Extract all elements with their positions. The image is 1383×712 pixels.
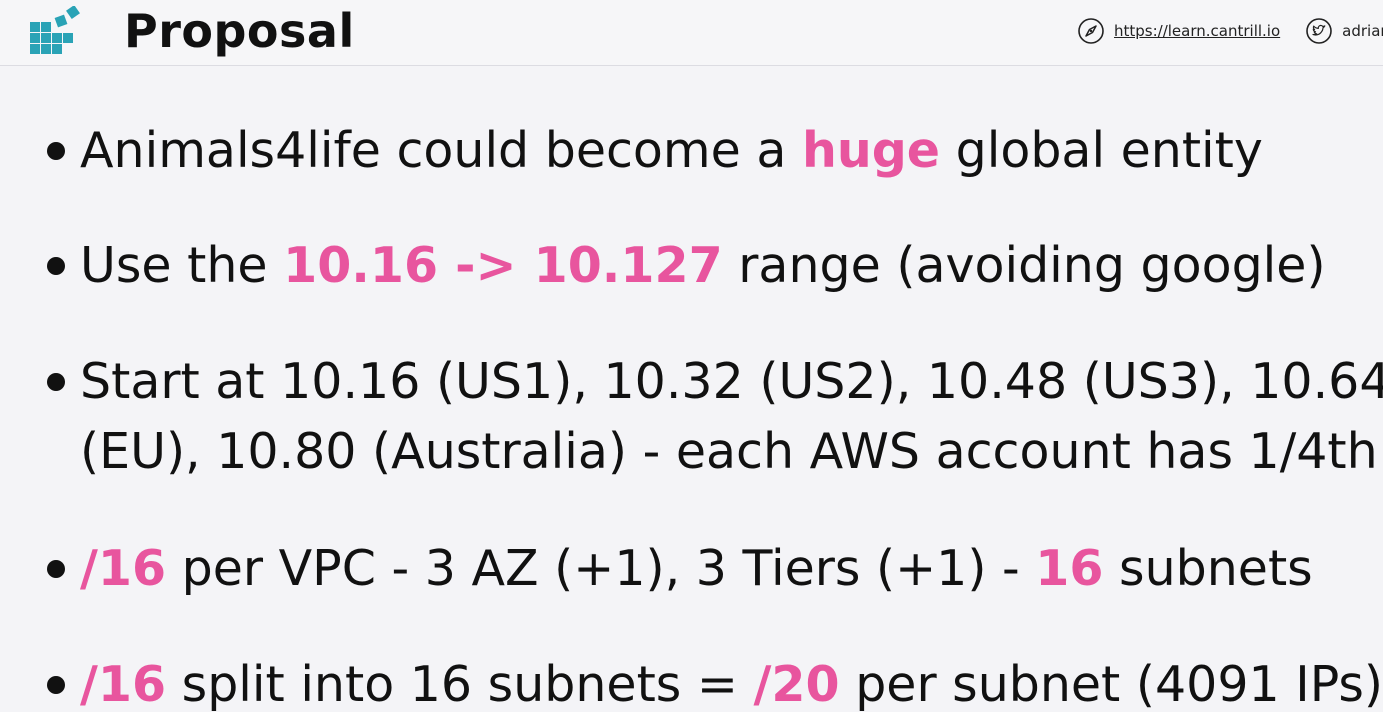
highlight-text: 10.16 -> 10.127 [283, 237, 723, 294]
bullet-text: /16 split into 16 subnets = /20 per subn… [80, 650, 1383, 712]
bullet-item: Start at 10.16 (US1), 10.32 (US2), 10.48… [0, 347, 1383, 487]
bullet-text: Use the 10.16 -> 10.127 range (avoiding … [80, 231, 1326, 301]
bullet-text-part: per subnet (4091 IPs) [839, 656, 1383, 712]
header-links: https://learn.cantrill.io adrian [1078, 15, 1383, 47]
compass-icon [1078, 18, 1104, 44]
bullet-text-line-1: Start at 10.16 (US1), 10.32 (US2), 10.48… [80, 353, 1383, 410]
highlight-text: /16 [80, 656, 167, 712]
bullet-text: /16 per VPC - 3 AZ (+1), 3 Tiers (+1) - … [80, 534, 1313, 604]
website-link[interactable]: https://learn.cantrill.io [1114, 22, 1281, 40]
slide-header: Proposal https://learn.cantrill.io adria… [0, 0, 1383, 66]
bullet-item: /16 split into 16 subnets = /20 per subn… [0, 650, 1383, 712]
bullet-text: Animals4life could become a huge global … [80, 116, 1263, 186]
twitter-link-group[interactable]: adrian [1306, 18, 1383, 44]
page-title: Proposal [124, 4, 355, 58]
highlight-text: /20 [753, 656, 840, 712]
twitter-bird-icon [1306, 18, 1332, 44]
cube-blocks-logo [30, 6, 80, 54]
highlight-text: /16 [80, 540, 167, 597]
bullet-text-part: Use the [80, 237, 284, 294]
bullet-text-part: split into 16 subnets = [166, 656, 754, 712]
highlight-text: 16 [1035, 540, 1104, 597]
twitter-handle[interactable]: adrian [1342, 22, 1383, 40]
slide-body: Animals4life could become a huge global … [0, 66, 1383, 712]
bullet-dot [47, 142, 65, 160]
bullet-text-part: Animals4life could become a [80, 122, 802, 179]
bullet-dot [47, 560, 65, 578]
highlight-text: huge [801, 122, 941, 179]
bullet-text-part: subnets [1103, 540, 1313, 597]
bullet-text-line-2: (EU), 10.80 (Australia) - each AWS accou… [80, 423, 1378, 480]
bullet-item: Animals4life could become a huge global … [0, 116, 1383, 186]
bullet-text-part: global entity [940, 122, 1263, 179]
bullet-dot [47, 257, 65, 275]
bullet-dot [47, 373, 65, 391]
website-link-group[interactable]: https://learn.cantrill.io [1078, 18, 1280, 44]
bullet-dot [47, 676, 65, 694]
bullet-item: /16 per VPC - 3 AZ (+1), 3 Tiers (+1) - … [0, 534, 1383, 604]
bullet-item: Use the 10.16 -> 10.127 range (avoiding … [0, 231, 1383, 301]
bullet-text-part: range (avoiding google) [722, 237, 1326, 294]
bullet-text-part: per VPC - 3 AZ (+1), 3 Tiers (+1) - [166, 540, 1036, 597]
